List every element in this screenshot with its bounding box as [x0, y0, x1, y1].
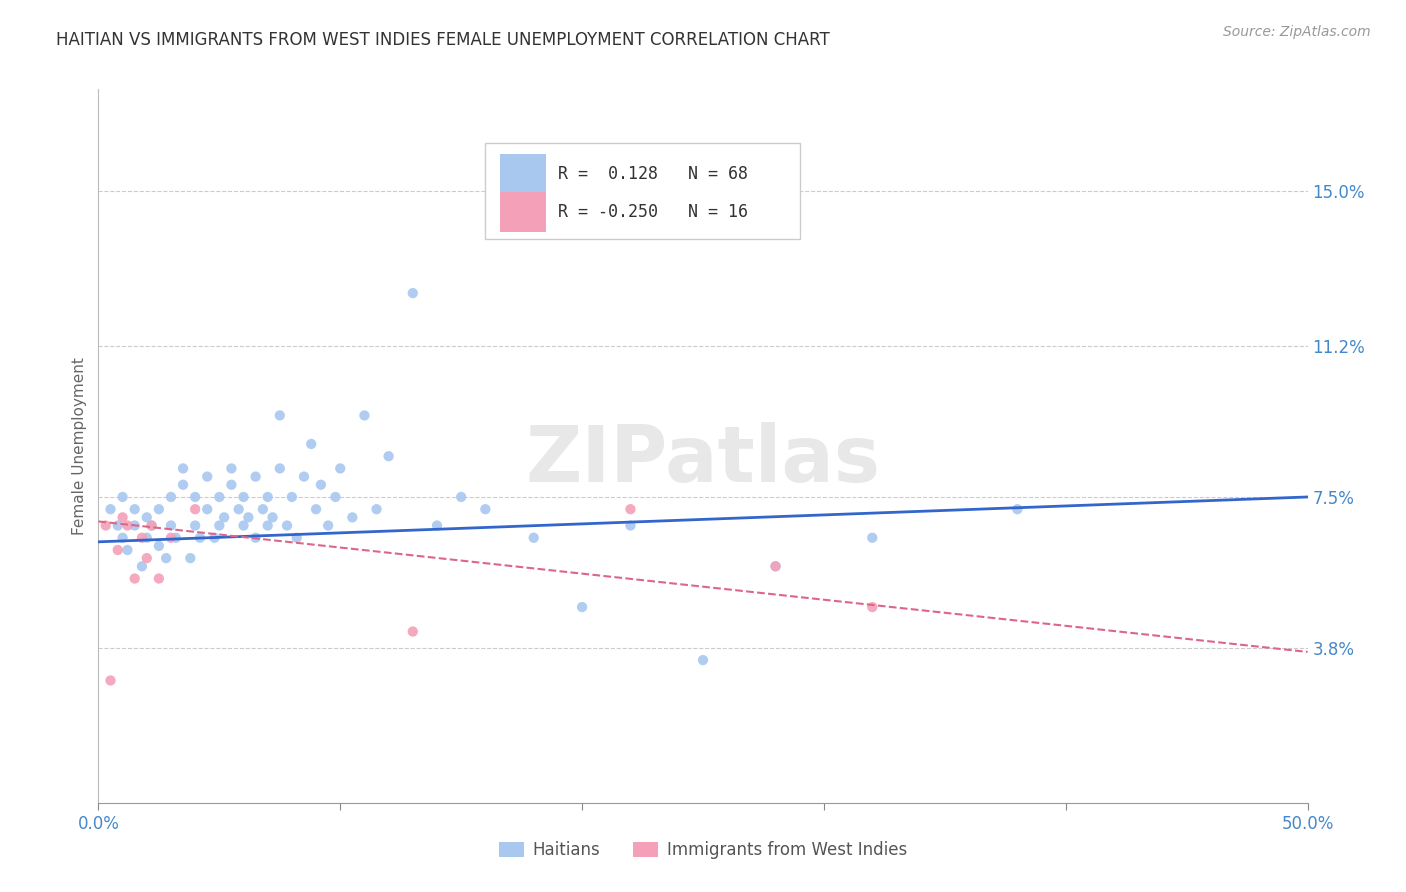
- Point: [148, 572, 170, 586]
- Point: [135, 551, 157, 566]
- Point: [100, 502, 122, 516]
- Point: [281, 490, 304, 504]
- Point: [228, 502, 250, 516]
- Point: [474, 502, 496, 516]
- Point: [188, 531, 211, 545]
- Point: [184, 502, 207, 516]
- Point: [571, 600, 593, 615]
- Point: [179, 551, 201, 566]
- Point: [195, 469, 218, 483]
- Point: [309, 477, 332, 491]
- Legend: Haitians, Immigrants from West Indies: Haitians, Immigrants from West Indies: [492, 835, 914, 866]
- Point: [860, 600, 883, 615]
- Point: [165, 531, 187, 545]
- Point: [269, 409, 291, 423]
- Text: Source: ZipAtlas.com: Source: ZipAtlas.com: [1223, 25, 1371, 39]
- Point: [221, 461, 243, 475]
- Y-axis label: Female Unemployment: Female Unemployment: [72, 357, 87, 535]
- Point: [195, 502, 218, 516]
- Point: [184, 518, 207, 533]
- Point: [256, 490, 278, 504]
- Point: [262, 510, 284, 524]
- Point: [212, 510, 235, 524]
- Point: [148, 539, 170, 553]
- Point: [117, 543, 139, 558]
- Point: [329, 461, 352, 475]
- Point: [135, 510, 157, 524]
- Point: [316, 518, 339, 533]
- Point: [450, 490, 472, 504]
- Point: [107, 518, 129, 533]
- Point: [155, 551, 177, 566]
- Point: [245, 531, 267, 545]
- Point: [131, 531, 153, 545]
- Point: [765, 559, 787, 574]
- Point: [325, 490, 347, 504]
- Point: [184, 490, 207, 504]
- Point: [111, 531, 134, 545]
- Point: [111, 510, 134, 524]
- Point: [131, 559, 153, 574]
- Point: [232, 518, 254, 533]
- Point: [111, 490, 134, 504]
- Point: [765, 559, 787, 574]
- Point: [141, 518, 163, 533]
- Point: [426, 518, 449, 533]
- Point: [117, 518, 139, 533]
- Point: [619, 502, 641, 516]
- Point: [124, 572, 146, 586]
- Text: HAITIAN VS IMMIGRANTS FROM WEST INDIES FEMALE UNEMPLOYMENT CORRELATION CHART: HAITIAN VS IMMIGRANTS FROM WEST INDIES F…: [56, 31, 830, 49]
- Point: [172, 477, 194, 491]
- Point: [377, 449, 399, 463]
- Point: [292, 469, 315, 483]
- Point: [269, 461, 291, 475]
- Point: [252, 502, 274, 516]
- Point: [402, 286, 425, 301]
- FancyBboxPatch shape: [485, 143, 800, 239]
- Point: [256, 518, 278, 533]
- Point: [402, 624, 425, 639]
- Point: [342, 510, 364, 524]
- Point: [208, 490, 231, 504]
- Bar: [501, 193, 546, 232]
- Point: [160, 518, 183, 533]
- Point: [299, 437, 322, 451]
- Point: [245, 469, 267, 483]
- Point: [692, 653, 714, 667]
- Point: [94, 518, 117, 533]
- Point: [135, 531, 157, 545]
- Text: R =  0.128   N = 68: R = 0.128 N = 68: [558, 164, 748, 183]
- Point: [172, 461, 194, 475]
- Point: [1007, 502, 1029, 516]
- Point: [238, 510, 260, 524]
- Point: [276, 518, 298, 533]
- Point: [860, 531, 883, 545]
- Point: [160, 531, 183, 545]
- Point: [208, 518, 231, 533]
- Point: [148, 502, 170, 516]
- Point: [100, 673, 122, 688]
- Point: [204, 531, 226, 545]
- Point: [285, 531, 308, 545]
- Point: [232, 490, 254, 504]
- Text: R = -0.250   N = 16: R = -0.250 N = 16: [558, 203, 748, 221]
- Point: [107, 543, 129, 558]
- Point: [124, 502, 146, 516]
- Point: [305, 502, 328, 516]
- Point: [221, 477, 243, 491]
- Point: [366, 502, 388, 516]
- Point: [141, 518, 163, 533]
- Point: [353, 409, 375, 423]
- Point: [160, 490, 183, 504]
- Point: [619, 518, 641, 533]
- Point: [124, 518, 146, 533]
- Point: [523, 531, 546, 545]
- Text: ZIPatlas: ZIPatlas: [526, 422, 880, 499]
- Bar: [501, 154, 546, 194]
